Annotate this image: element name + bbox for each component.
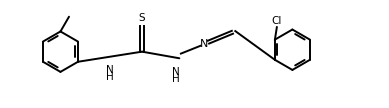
Text: H: H <box>106 72 114 82</box>
Text: S: S <box>139 13 145 23</box>
Text: N: N <box>106 65 114 75</box>
Text: Cl: Cl <box>272 16 282 26</box>
Text: N: N <box>200 39 209 49</box>
Text: H: H <box>172 74 180 84</box>
Text: N: N <box>172 67 180 77</box>
